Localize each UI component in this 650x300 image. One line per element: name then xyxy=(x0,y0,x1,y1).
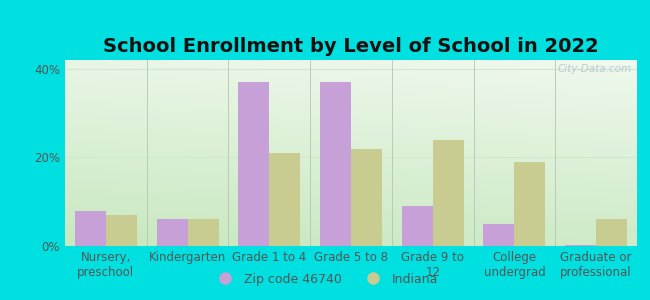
Legend: Zip code 46740, Indiana: Zip code 46740, Indiana xyxy=(207,268,443,291)
Bar xyxy=(239,82,269,246)
Bar xyxy=(596,219,627,246)
Bar xyxy=(433,140,463,246)
Bar xyxy=(514,162,545,246)
Text: City-Data.com: City-Data.com xyxy=(557,64,631,74)
Bar xyxy=(75,211,106,246)
Bar xyxy=(157,219,188,246)
Title: School Enrollment by Level of School in 2022: School Enrollment by Level of School in … xyxy=(103,37,599,56)
Bar xyxy=(351,148,382,246)
Bar xyxy=(565,245,596,246)
Bar xyxy=(106,215,137,246)
Bar xyxy=(402,206,433,246)
Bar xyxy=(484,224,514,246)
Bar xyxy=(269,153,300,246)
Bar xyxy=(188,219,218,246)
Bar xyxy=(320,82,351,246)
